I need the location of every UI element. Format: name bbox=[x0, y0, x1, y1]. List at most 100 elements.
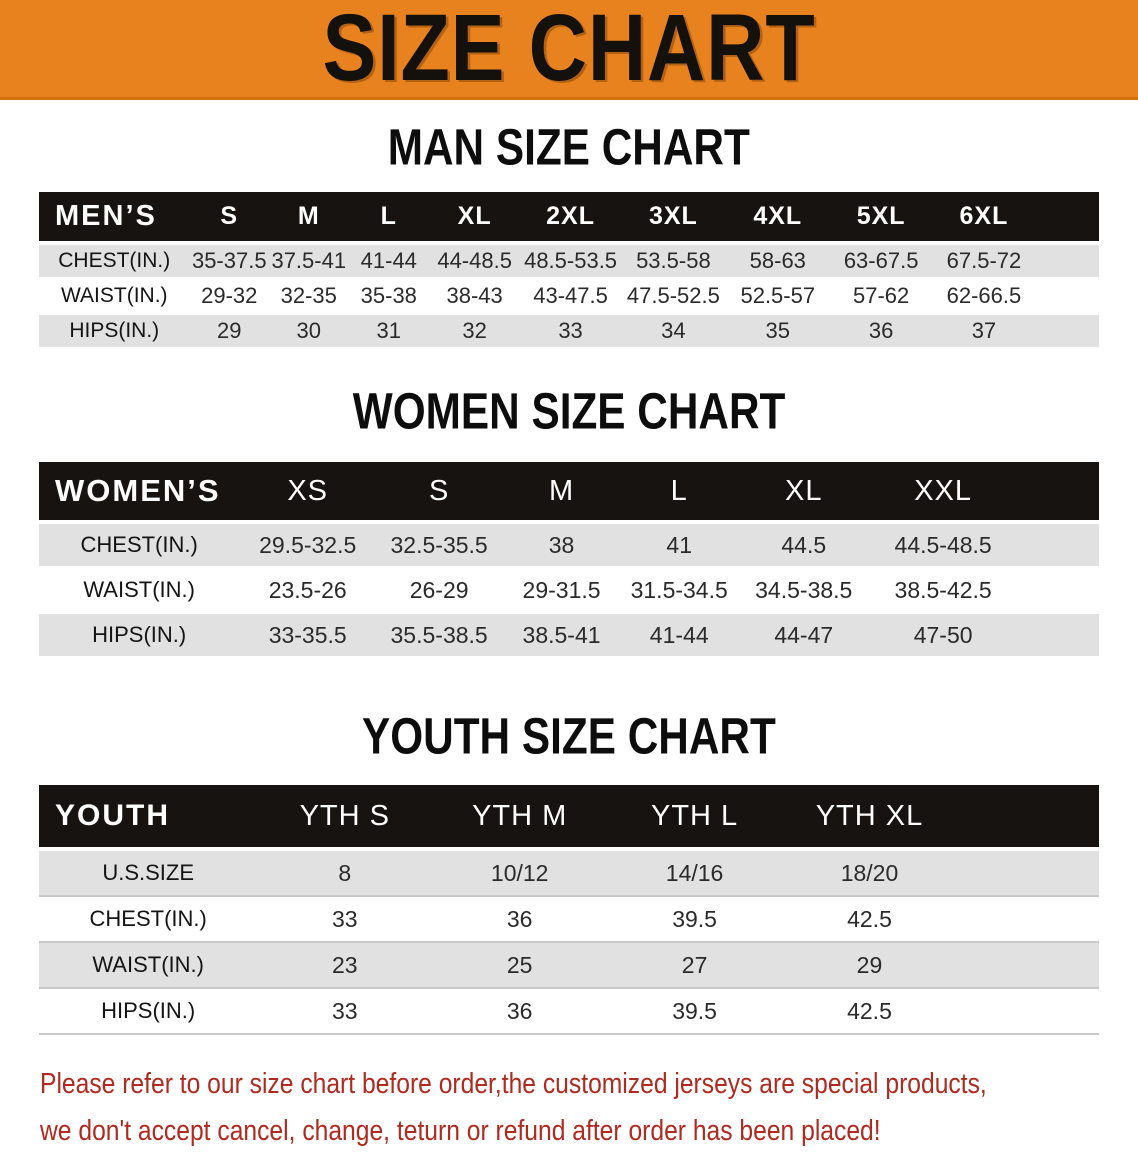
size-column-header: XL bbox=[429, 192, 521, 245]
youth-section-heading: YOUTH SIZE CHART bbox=[0, 659, 1138, 785]
man-section-heading: MAN SIZE CHART bbox=[0, 100, 1138, 192]
row-label: WAIST(IN.) bbox=[39, 280, 190, 315]
size-column-header: M bbox=[269, 192, 349, 245]
table-corner-label: YOUTH bbox=[39, 785, 258, 851]
table-row: CHEST(IN.) 35-37.5 37.5-41 41-44 44-48.5 48.5… bbox=[39, 245, 1099, 280]
youth-heading-text: YOUTH SIZE CHART bbox=[362, 707, 776, 765]
size-value: 31 bbox=[348, 315, 430, 350]
size-column-header: L bbox=[348, 192, 430, 245]
size-value: 29 bbox=[189, 315, 270, 350]
size-column-header: XXL bbox=[870, 462, 1017, 524]
table-row: HIPS(IN.) 33 36 39.5 42.5 bbox=[39, 989, 1099, 1035]
size-value: 31.5-34.5 bbox=[620, 569, 738, 614]
size-value: 14/16 bbox=[607, 851, 783, 897]
size-value: 8 bbox=[257, 851, 433, 897]
size-value: 38-43 bbox=[429, 280, 521, 315]
size-column-header: 4XL bbox=[725, 192, 830, 245]
table-row: U.S.SIZE 8 10/12 14/16 18/20 bbox=[39, 851, 1099, 897]
table-header-row: MEN’S S M L XL 2XL 3XL 4XL 5XL 6XL bbox=[39, 192, 1099, 245]
women-heading-text: WOMEN SIZE CHART bbox=[352, 382, 786, 440]
table-row: CHEST(IN.) 33 36 39.5 42.5 bbox=[39, 897, 1099, 943]
size-value: 44-48.5 bbox=[429, 245, 521, 280]
size-column-header: 2XL bbox=[520, 192, 621, 245]
size-value: 32 bbox=[429, 315, 521, 350]
size-value: 33 bbox=[257, 989, 433, 1035]
size-value: 67.5-72 bbox=[932, 245, 1036, 280]
size-value: 35-37.5 bbox=[189, 245, 270, 280]
size-value: 38.5-41 bbox=[502, 614, 621, 659]
row-label: HIPS(IN.) bbox=[39, 315, 190, 350]
size-column-header: L bbox=[620, 462, 738, 524]
size-value: 47.5-52.5 bbox=[620, 280, 726, 315]
size-value: 41-44 bbox=[348, 245, 430, 280]
size-value: 47-50 bbox=[870, 614, 1017, 659]
size-column-header: M bbox=[502, 462, 621, 524]
spacer-cell bbox=[1016, 569, 1099, 614]
size-value: 44.5-48.5 bbox=[870, 524, 1017, 569]
size-value: 57-62 bbox=[829, 280, 933, 315]
size-value: 29-31.5 bbox=[502, 569, 621, 614]
size-value: 41-44 bbox=[620, 614, 738, 659]
size-value: 25 bbox=[432, 943, 608, 989]
size-value: 33 bbox=[520, 315, 621, 350]
size-value: 35-38 bbox=[348, 280, 430, 315]
size-chart-banner: SIZE CHART bbox=[0, 0, 1138, 101]
size-value: 42.5 bbox=[782, 897, 957, 943]
table-row: CHEST(IN.) 29.5-32.5 32.5-35.5 38 41 44.5 44.5… bbox=[39, 524, 1099, 569]
spacer-cell bbox=[956, 897, 1099, 943]
size-value: 29-32 bbox=[189, 280, 270, 315]
spacer-cell bbox=[956, 851, 1099, 897]
size-value: 29 bbox=[782, 943, 957, 989]
size-value: 38.5-42.5 bbox=[870, 569, 1017, 614]
table-row: HIPS(IN.) 29 30 31 32 33 34 35 36 37 bbox=[39, 315, 1099, 350]
disclaimer-text: Please refer to our size chart before or… bbox=[40, 1061, 1138, 1155]
size-value: 27 bbox=[607, 943, 783, 989]
size-value: 34 bbox=[620, 315, 726, 350]
size-value: 32-35 bbox=[269, 280, 349, 315]
row-label: WAIST(IN.) bbox=[39, 943, 258, 989]
row-label: HIPS(IN.) bbox=[39, 989, 258, 1035]
size-value: 33 bbox=[257, 897, 433, 943]
size-value: 23 bbox=[257, 943, 433, 989]
women-section-heading: WOMEN SIZE CHART bbox=[0, 350, 1138, 462]
table-header-row: WOMEN’S XS S M L XL XXL bbox=[39, 462, 1099, 524]
table-header-row: YOUTH YTH S YTH M YTH L YTH XL bbox=[39, 785, 1099, 851]
size-column-header: S bbox=[189, 192, 270, 245]
size-value: 37.5-41 bbox=[269, 245, 349, 280]
row-label: CHEST(IN.) bbox=[39, 897, 258, 943]
size-column-header: XL bbox=[737, 462, 870, 524]
size-value: 36 bbox=[432, 897, 608, 943]
size-column-header: 6XL bbox=[932, 192, 1036, 245]
size-value: 62-66.5 bbox=[932, 280, 1036, 315]
size-value: 42.5 bbox=[782, 989, 957, 1035]
size-value: 35 bbox=[725, 315, 830, 350]
size-column-header: YTH XL bbox=[782, 785, 957, 851]
banner-title: SIZE CHART bbox=[322, 0, 816, 101]
size-value: 30 bbox=[269, 315, 349, 350]
size-value: 44-47 bbox=[737, 614, 870, 659]
size-value: 39.5 bbox=[607, 989, 783, 1035]
size-value: 38 bbox=[502, 524, 621, 569]
table-corner-label: MEN’S bbox=[39, 192, 190, 245]
spacer-cell bbox=[956, 943, 1099, 989]
size-value: 36 bbox=[432, 989, 608, 1035]
footer-line: Please refer to our size chart before or… bbox=[40, 1068, 987, 1100]
size-value: 58-63 bbox=[725, 245, 830, 280]
spacer-cell bbox=[956, 785, 1099, 851]
size-value: 36 bbox=[829, 315, 933, 350]
size-value: 32.5-35.5 bbox=[376, 524, 503, 569]
spacer-cell bbox=[1035, 315, 1099, 350]
size-value: 39.5 bbox=[607, 897, 783, 943]
size-column-header: XS bbox=[239, 462, 377, 524]
size-column-header: YTH L bbox=[607, 785, 783, 851]
size-column-header: 5XL bbox=[829, 192, 933, 245]
spacer-cell bbox=[1035, 245, 1099, 280]
row-label: U.S.SIZE bbox=[39, 851, 258, 897]
size-value: 44.5 bbox=[737, 524, 870, 569]
man-heading-text: MAN SIZE CHART bbox=[387, 118, 751, 176]
table-row: WAIST(IN.) 23.5-26 26-29 29-31.5 31.5-34.5 34… bbox=[39, 569, 1099, 614]
size-value: 33-35.5 bbox=[239, 614, 377, 659]
size-column-header: 3XL bbox=[620, 192, 726, 245]
size-value: 18/20 bbox=[782, 851, 957, 897]
